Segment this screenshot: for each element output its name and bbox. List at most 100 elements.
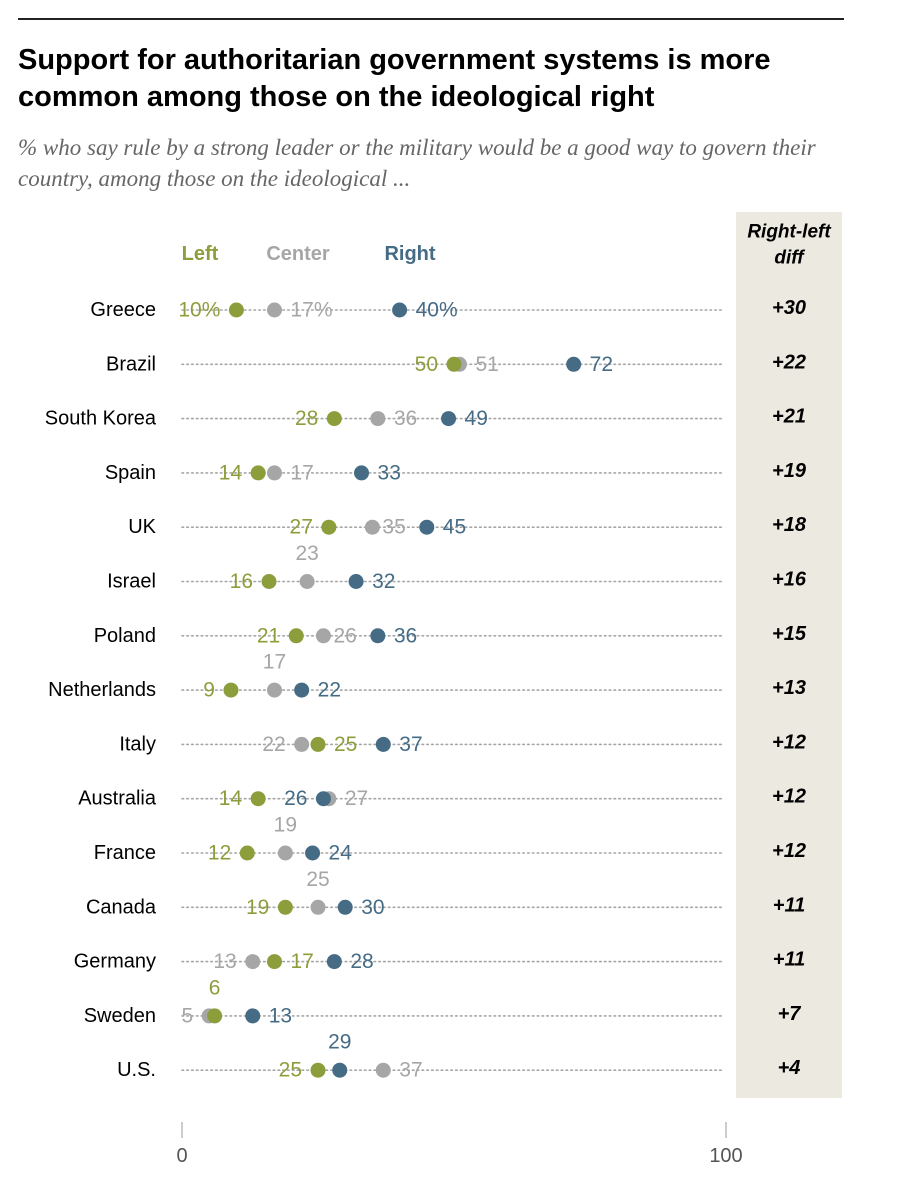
dot-center	[299, 574, 315, 589]
row-italy: Italy 25 22 37 +12	[119, 731, 806, 756]
value-label-right: 72	[590, 353, 613, 376]
value-label-center: 26	[333, 624, 356, 647]
diff-value: +22	[772, 351, 806, 373]
value-label-center: 17%	[290, 299, 332, 322]
country-label: Australia	[78, 788, 157, 810]
diff-value: +11	[773, 894, 805, 916]
row-israel: Israel 16 23 32 +16	[107, 542, 807, 593]
country-label: Poland	[94, 625, 156, 647]
dot-right	[419, 519, 435, 535]
value-label-center: 25	[306, 868, 329, 891]
legend-right: Right	[384, 243, 435, 265]
row-brazil: Brazil 50 51 72 +22	[106, 351, 806, 376]
dot-right	[354, 465, 370, 481]
dot-center	[315, 628, 331, 644]
country-label: UK	[128, 516, 156, 538]
country-label: Germany	[74, 951, 156, 973]
diff-value: +16	[772, 569, 807, 591]
value-label-left: 17	[290, 950, 313, 973]
country-label: Sweden	[84, 1005, 156, 1027]
value-label-left: 6	[209, 976, 221, 999]
top-rule	[18, 18, 844, 20]
value-label-center: 37	[399, 1059, 422, 1082]
dot-right	[566, 356, 582, 372]
dot-center	[277, 845, 293, 861]
dot-center	[266, 682, 282, 698]
value-label-center: 35	[382, 516, 405, 539]
dot-center	[370, 411, 386, 427]
diff-value: +21	[772, 406, 806, 428]
value-label-left: 28	[295, 407, 318, 430]
country-label: Netherlands	[48, 679, 156, 701]
value-label-left: 14	[219, 461, 243, 484]
value-label-left: 14	[219, 787, 243, 810]
dot-left	[310, 1062, 326, 1078]
value-label-center: 19	[274, 814, 297, 837]
country-label: France	[94, 842, 156, 864]
value-label-center: 17	[290, 461, 313, 484]
legend-left: Left	[182, 243, 219, 265]
dot-right	[315, 791, 331, 807]
chart-title: Support for authoritarian government sys…	[18, 44, 771, 113]
dot-left	[250, 465, 266, 481]
dot-left	[310, 736, 326, 752]
value-label-left: 27	[290, 516, 313, 539]
row-south-korea: South Korea 28 36 49 +21	[45, 406, 806, 431]
row-u-s-: U.S. 25 37 29 +4	[117, 1031, 800, 1082]
row-netherlands: Netherlands 9 17 22 +13	[48, 651, 806, 702]
value-label-center: 22	[262, 733, 285, 756]
value-label-center: 36	[394, 407, 417, 430]
dot-right	[348, 574, 364, 589]
value-label-right: 45	[443, 516, 466, 539]
value-label-right: 49	[465, 407, 488, 430]
diff-panel	[736, 212, 842, 1098]
chart-subtitle: % who say rule by a strong leader or the…	[18, 135, 816, 191]
value-label-right: 22	[318, 679, 341, 702]
row-canada: Canada 19 25 30 +11	[86, 868, 805, 919]
dot-left	[326, 411, 342, 427]
dot-left	[261, 574, 277, 589]
value-label-left: 50	[415, 353, 438, 376]
dot-right	[245, 1008, 261, 1024]
dot-center	[375, 1062, 391, 1078]
country-label: Greece	[90, 299, 156, 321]
dot-right	[326, 954, 342, 970]
row-france: France 12 19 24 +12	[94, 814, 806, 865]
dot-left	[321, 519, 337, 535]
dot-left	[266, 954, 282, 970]
dot-right	[392, 302, 408, 318]
diff-value: +18	[772, 514, 807, 536]
country-label: South Korea	[45, 408, 157, 430]
value-label-right: 28	[350, 950, 373, 973]
diff-value: +12	[772, 786, 806, 808]
dot-right	[337, 899, 353, 915]
diff-value: +12	[772, 731, 806, 753]
value-label-right: 36	[394, 624, 417, 647]
dot-center	[245, 954, 261, 970]
diff-header-line1: Right-left	[747, 222, 831, 243]
diff-value: +13	[772, 677, 806, 699]
dot-left	[207, 1008, 223, 1024]
row-spain: Spain 14 17 33 +19	[105, 460, 807, 485]
value-label-center: 17	[263, 651, 286, 674]
value-label-right: 24	[329, 842, 353, 865]
diff-value: +15	[772, 623, 807, 645]
dot-right	[441, 411, 457, 427]
value-label-right: 29	[328, 1031, 351, 1054]
value-label-right: 13	[269, 1004, 292, 1027]
value-label-left: 9	[203, 679, 215, 702]
diff-value: +12	[772, 840, 806, 862]
country-label: Italy	[119, 733, 156, 755]
country-label: Spain	[105, 462, 156, 484]
value-label-right: 37	[399, 733, 422, 756]
dot-center	[294, 736, 310, 752]
diff-value: +11	[773, 949, 805, 971]
value-label-center: 27	[345, 787, 368, 810]
value-label-right: 33	[378, 461, 401, 484]
diff-value: +4	[778, 1057, 801, 1079]
value-label-right: 30	[361, 896, 384, 919]
diff-value: +7	[778, 1003, 802, 1025]
value-label-right: 40%	[416, 299, 458, 322]
row-sweden: Sweden 65 13 +7	[84, 976, 802, 1027]
dot-right	[375, 736, 391, 752]
